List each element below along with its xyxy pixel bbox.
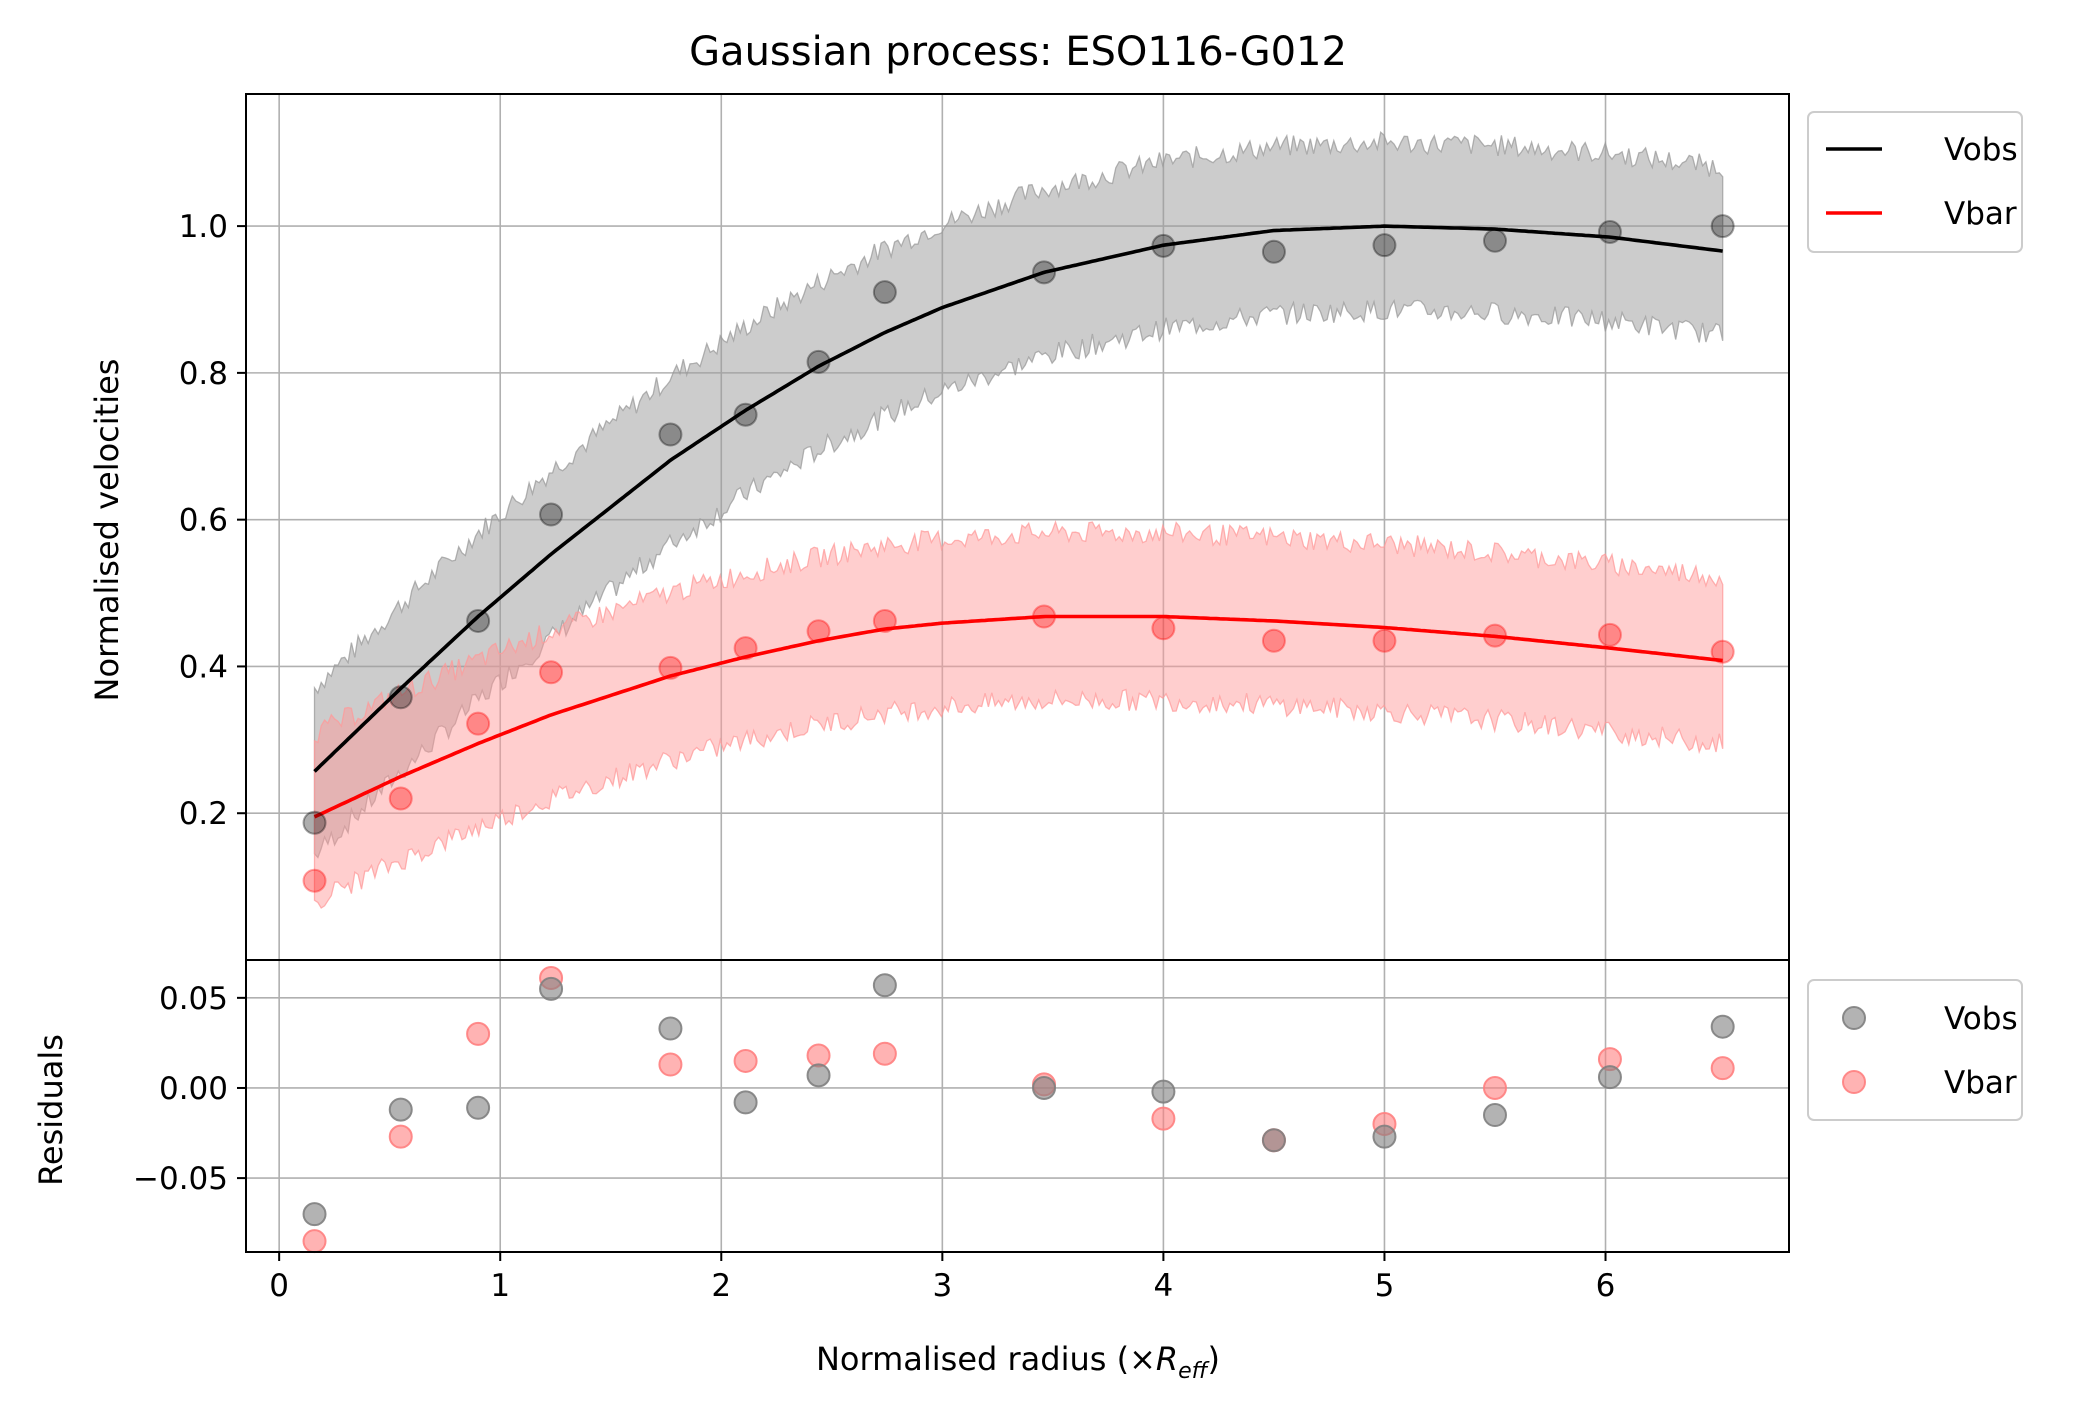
residual-point-vbar: [1482, 1075, 1507, 1100]
residual-point-vbar: [388, 1124, 413, 1149]
residual-point-vobs: [1372, 1124, 1397, 1149]
residual-point-vobs: [1597, 1065, 1622, 1090]
residual-point-vbar: [733, 1048, 758, 1073]
data-point-vbar: [658, 655, 683, 680]
residual-point-vbar: [466, 1021, 491, 1046]
data-point-vbar: [1482, 623, 1507, 648]
data-point-vobs: [388, 685, 413, 710]
residual-point-vobs: [1482, 1103, 1507, 1128]
data-point-vobs: [1597, 219, 1622, 244]
data-point-vobs: [1261, 239, 1286, 264]
data-point-vbar: [302, 868, 327, 893]
data-point-vobs: [733, 402, 758, 427]
residual-point-vobs: [1032, 1075, 1057, 1100]
y-tick-label: 0.6: [179, 503, 228, 539]
data-point-vobs: [302, 810, 327, 835]
residual-point-vobs: [466, 1095, 491, 1120]
data-point-vobs: [539, 502, 564, 527]
residual-point-vbar: [1710, 1056, 1735, 1081]
confidence-band-vobs: [313, 130, 1724, 859]
y-tick-label: 0.2: [179, 796, 228, 832]
residual-point-vobs: [1151, 1079, 1176, 1104]
residual-point-vbar: [302, 1229, 327, 1254]
y-tick-label: 0.4: [179, 649, 228, 685]
data-point-vbar: [1261, 628, 1286, 653]
residual-point-vobs: [658, 1016, 683, 1041]
x-axis-title-math: R: [1156, 1340, 1178, 1378]
residual-point-vobs: [388, 1097, 413, 1122]
data-point-vbar: [539, 660, 564, 685]
x-tick-label: 2: [711, 1268, 731, 1304]
data-point-vobs: [1710, 214, 1735, 239]
residual-point-vobs: [806, 1063, 831, 1088]
data-point-vobs: [1482, 228, 1507, 253]
data-point-vbar: [733, 636, 758, 661]
legend-marker-vbar: [1842, 1070, 1866, 1094]
residual-point-vbar: [658, 1052, 683, 1077]
data-point-vbar: [466, 711, 491, 736]
data-point-vobs: [1372, 233, 1397, 258]
chart-title: Gaussian process: ESO116-G012: [689, 29, 1347, 75]
data-point-vobs: [872, 280, 897, 305]
data-point-vobs: [1032, 260, 1057, 285]
legend-label-vbar: Vbar: [1944, 196, 2017, 232]
y-tick-label: 1.0: [179, 209, 228, 245]
residual-point-vobs: [539, 976, 564, 1001]
x-axis-title-math-sub: eff: [1178, 1359, 1210, 1384]
y-axis-title: Normalised velocities: [88, 359, 126, 702]
residual-y-tick-label: 0.05: [159, 981, 228, 1017]
data-point-vbar: [1032, 604, 1057, 629]
x-tick-label: 4: [1154, 1268, 1174, 1304]
residual-point-vobs: [1261, 1128, 1286, 1153]
legend-label-vobs: Vobs: [1944, 132, 2018, 168]
residual-axes-frame: [245, 959, 1790, 1253]
data-point-vbar: [1151, 616, 1176, 641]
data-point-vbar: [1597, 622, 1622, 647]
data-point-vbar: [872, 608, 897, 633]
residual-point-vbar: [1151, 1106, 1176, 1131]
residual-point-vbar: [872, 1041, 897, 1066]
x-tick-label: 3: [932, 1268, 952, 1304]
data-point-vobs: [658, 422, 683, 447]
data-point-vbar: [1710, 639, 1735, 664]
residual-y-tick-label: 0.00: [159, 1071, 228, 1107]
residuals-axis-title: Residuals: [32, 1034, 70, 1186]
x-axis-title-text: Normalised radius (×: [816, 1340, 1156, 1378]
residual-legend-label-vbar: Vbar: [1944, 1065, 2017, 1101]
x-tick-label: 5: [1375, 1268, 1395, 1304]
data-point-vobs: [806, 349, 831, 374]
residual-point-vbar: [806, 1043, 831, 1068]
x-tick-label: 6: [1596, 1268, 1616, 1304]
residual-y-tick-label: −0.05: [133, 1161, 228, 1197]
residual-legend-label-vobs: Vobs: [1944, 1001, 2018, 1037]
fit-line-vobs: [313, 224, 1723, 773]
y-tick-label: 0.8: [179, 356, 228, 392]
residual-point-vobs: [1710, 1014, 1735, 1039]
confidence-band-vbar: [313, 519, 1724, 909]
x-axis-title-close: ): [1208, 1340, 1220, 1378]
x-axis-title: Normalised radius (×Reff): [816, 1340, 1220, 1384]
fit-line-vbar: [313, 614, 1723, 819]
residual-point-vobs: [302, 1202, 327, 1227]
legend-marker-vobs: [1842, 1006, 1866, 1030]
data-point-vobs: [466, 608, 491, 633]
data-point-vbar: [388, 786, 413, 811]
data-point-vbar: [806, 619, 831, 644]
residual-point-vobs: [733, 1090, 758, 1115]
main-legend: [1807, 111, 2023, 253]
x-tick-label: 1: [490, 1268, 510, 1304]
residual-point-vobs: [872, 973, 897, 998]
x-tick-label: 0: [269, 1268, 289, 1304]
data-point-vbar: [1372, 628, 1397, 653]
data-point-vobs: [1151, 233, 1176, 258]
